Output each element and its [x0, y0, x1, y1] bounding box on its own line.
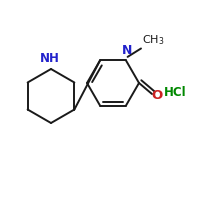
- Text: O: O: [151, 88, 163, 102]
- Text: N: N: [122, 44, 132, 57]
- Text: CH$_3$: CH$_3$: [142, 34, 164, 47]
- Text: HCl: HCl: [164, 86, 186, 98]
- Text: NH: NH: [40, 52, 60, 65]
